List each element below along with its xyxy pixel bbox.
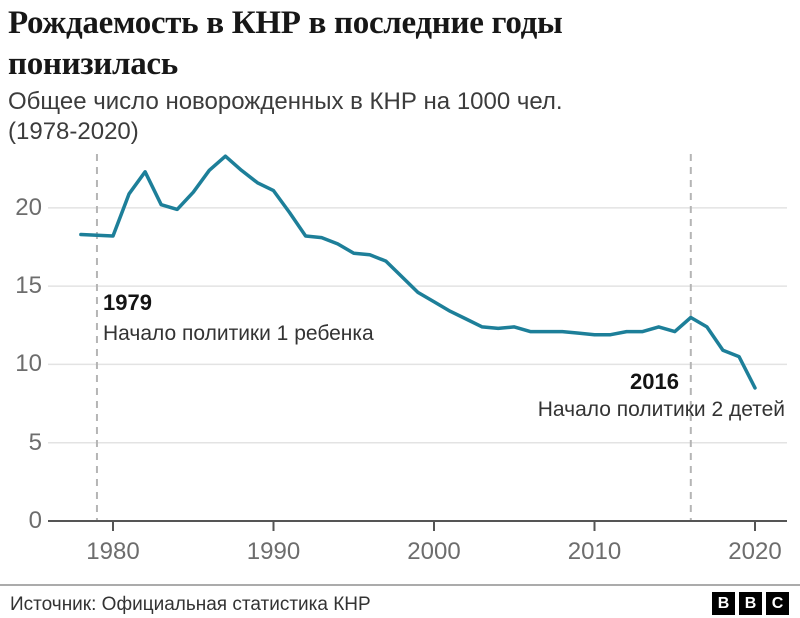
annotation-1979-year: 1979 bbox=[103, 290, 152, 315]
annotation-1979: 1979 Начало политики 1 ребенка bbox=[103, 291, 374, 346]
y-axis-label-15: 15 bbox=[15, 272, 42, 300]
annotation-2016-text: Начало политики 2 детей bbox=[537, 398, 785, 421]
source-text: Источник: Официальная статистика КНР bbox=[10, 594, 371, 615]
chart-subtitle: Общее число новорожденных в КНР на 1000 … bbox=[8, 87, 748, 147]
x-axis-label-1990: 1990 bbox=[246, 538, 301, 565]
chart-subtitle-line-2: (1978-2020) bbox=[8, 118, 139, 145]
annotation-1979-text: Начало политики 1 ребенка bbox=[103, 322, 374, 345]
x-axis-label-1980: 1980 bbox=[86, 538, 140, 565]
bbc-logo-letter-b2: B bbox=[739, 592, 762, 615]
y-axis-label-10: 10 bbox=[15, 350, 42, 378]
y-axis-label-0: 0 bbox=[28, 507, 42, 534]
bbc-logo-letter-c: C bbox=[766, 592, 789, 615]
birth-rate-line bbox=[79, 154, 757, 390]
page-title: Рождаемость в КНР в последние годы пониз… bbox=[8, 3, 748, 85]
chart-subtitle-line-1: Общее число новорожденных в КНР на 1000 … bbox=[8, 88, 563, 115]
page-title-line-1: Рождаемость в КНР в последние годы bbox=[8, 5, 563, 41]
bbc-logo: B B C bbox=[712, 592, 789, 615]
footer-divider bbox=[0, 584, 800, 586]
page-title-line-2: понизилась bbox=[8, 46, 178, 82]
y-axis-label-20: 20 bbox=[15, 193, 42, 221]
x-axis-label-2010: 2010 bbox=[567, 538, 622, 565]
bbc-logo-letter-b1: B bbox=[712, 592, 735, 615]
annotation-2016-year: 2016 bbox=[630, 369, 679, 394]
y-axis-label-5: 5 bbox=[28, 428, 42, 456]
x-axis-label-2000: 2000 bbox=[407, 538, 461, 565]
x-axis-label-2020: 2020 bbox=[728, 538, 782, 565]
